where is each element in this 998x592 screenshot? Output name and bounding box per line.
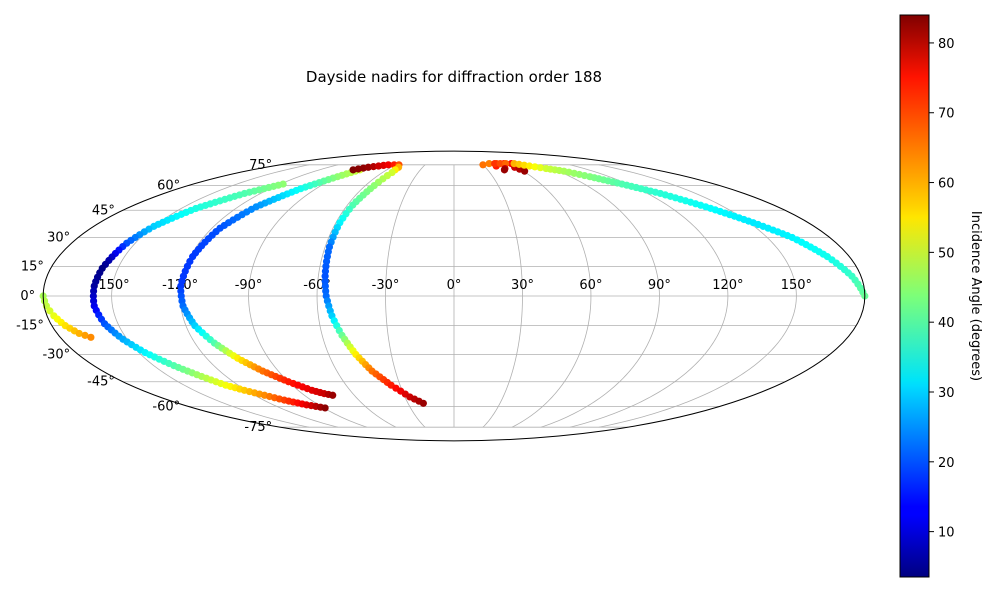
data-point — [384, 161, 392, 169]
lat-tick-label: -75° — [244, 420, 272, 435]
lat-tick-label: 75° — [249, 158, 272, 173]
lon-tick-label: -30° — [372, 278, 400, 293]
colorbar-tick-label: 20 — [938, 456, 955, 471]
data-point — [321, 272, 329, 280]
colorbar: 10 20 30 40 50 60 70 80 Incidence Angle (degree… — [899, 14, 983, 578]
data-point — [496, 159, 504, 168]
colorbar-ticks: 10 20 30 40 50 60 70 80 — [929, 37, 955, 541]
lon-tick-label: -90° — [235, 278, 263, 293]
data-point — [75, 329, 83, 338]
colorbar-label: Incidence Angle (degrees) — [968, 211, 983, 381]
lat-tick-label: 30° — [47, 230, 70, 245]
lat-tick-label: -30° — [42, 348, 70, 363]
lat-tick-label: 45° — [92, 203, 115, 218]
colorbar-tick-label: 80 — [938, 37, 955, 52]
lon-tick-label: 60° — [579, 278, 602, 293]
data-point — [520, 161, 528, 169]
data-point — [321, 404, 329, 412]
data-point — [87, 333, 95, 341]
lon-tick-labels: -150°-120°-90°-60°-30°0°30°60°90°120°150… — [94, 278, 812, 293]
data-point — [479, 161, 487, 169]
colorbar-tick-label: 70 — [938, 107, 955, 122]
lon-tick-label: 120° — [712, 278, 743, 293]
lon-tick-label: 90° — [648, 278, 671, 293]
data-point — [536, 164, 545, 172]
colorbar-gradient — [899, 14, 930, 578]
chart-title: Dayside nadirs for diffraction order 188 — [306, 68, 602, 86]
colorbar-tick-label: 40 — [938, 316, 955, 331]
lat-tick-label: -15° — [16, 319, 44, 334]
data-point — [46, 307, 54, 315]
colorbar-tick-label: 30 — [938, 386, 955, 401]
data-point — [525, 162, 534, 170]
lat-tick-label: 0° — [20, 289, 35, 304]
lat-tick-label: 15° — [21, 259, 44, 274]
lat-tick-labels: 75°60°45°30°15°0°-15°-30°-45°-60°-75° — [16, 158, 272, 435]
lat-tick-label: -45° — [87, 375, 115, 390]
lon-tick-label: 150° — [781, 278, 812, 293]
lon-tick-label: 30° — [511, 278, 534, 293]
data-point — [531, 163, 539, 171]
colorbar-tick-label: 60 — [938, 177, 955, 192]
data-point — [419, 399, 427, 407]
data-point — [521, 167, 529, 175]
graticule — [43, 164, 865, 428]
lon-tick-label: -150° — [94, 278, 130, 293]
map-frame — [42, 150, 866, 442]
colorbar-tick-label: 10 — [938, 526, 955, 541]
colorbar-tick-label: 50 — [938, 246, 955, 261]
data-point — [81, 331, 89, 339]
lon-tick-label: 0° — [447, 278, 462, 293]
lat-tick-label: -60° — [152, 399, 180, 414]
data-points — [39, 159, 869, 412]
data-point — [329, 391, 337, 399]
data-point — [491, 159, 499, 168]
data-point — [500, 166, 509, 174]
data-point — [485, 159, 493, 168]
